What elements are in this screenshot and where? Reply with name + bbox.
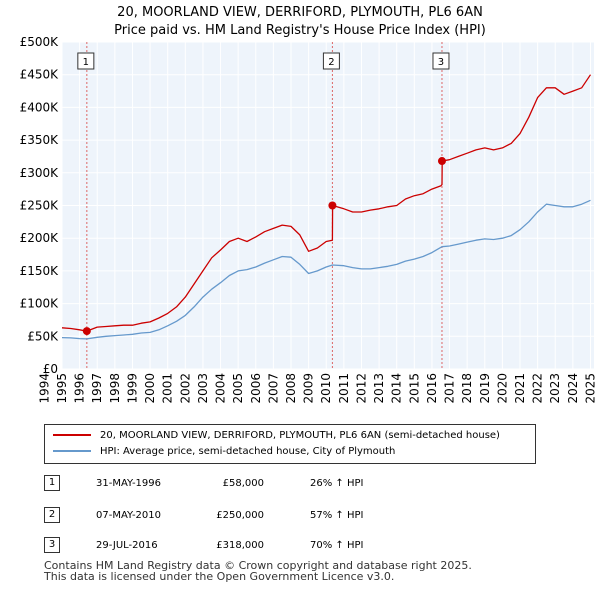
x-tick-label: 2002 bbox=[178, 373, 192, 404]
x-tick-label: 2018 bbox=[460, 373, 474, 404]
sale-label-number: 1 bbox=[83, 57, 89, 68]
legend-swatch-hpi bbox=[53, 450, 91, 452]
y-tick-label: £0 bbox=[43, 362, 58, 376]
y-tick-label: £250K bbox=[20, 199, 60, 213]
sale-date: 31-MAY-1996 bbox=[96, 478, 162, 489]
x-tick-label: 2017 bbox=[443, 373, 457, 404]
legend-label-hpi: HPI: Average price, semi-detached house,… bbox=[100, 446, 396, 457]
x-tick-label: 2007 bbox=[266, 373, 280, 404]
x-tick-label: 2025 bbox=[583, 373, 597, 404]
x-tick-label: 2014 bbox=[390, 373, 404, 404]
sale-price: £318,000 bbox=[216, 540, 264, 551]
y-tick-label: £50K bbox=[27, 329, 59, 343]
legend-entry-price: 20, MOORLAND VIEW, DERRIFORD, PLYMOUTH, … bbox=[53, 428, 500, 444]
y-tick-label: £450K bbox=[20, 68, 60, 82]
x-tick-label: 2005 bbox=[231, 373, 245, 404]
sale-price: £250,000 bbox=[216, 510, 264, 521]
sale-label-number: 3 bbox=[438, 57, 444, 68]
x-tick-label: 2016 bbox=[425, 373, 439, 404]
x-tick-label: 1995 bbox=[55, 373, 69, 404]
x-tick-label: 1996 bbox=[73, 373, 87, 404]
x-tick-label: 2000 bbox=[143, 373, 157, 404]
chart-subtitle: Price paid vs. HM Land Registry's House … bbox=[114, 23, 486, 38]
price-series-line bbox=[61, 74, 592, 332]
sale-label-box bbox=[77, 52, 95, 70]
sale-points bbox=[82, 157, 446, 336]
hpi-series-line bbox=[61, 199, 591, 340]
sale-point bbox=[82, 327, 91, 336]
y-tick-label: £200K bbox=[20, 231, 60, 245]
sale-number-badge: 1 bbox=[44, 475, 60, 491]
sale-label-box bbox=[432, 52, 450, 70]
sale-hpi-change: 70% ↑ HPI bbox=[310, 540, 364, 551]
x-tick-label: 2019 bbox=[478, 373, 492, 404]
x-tick-label: 2013 bbox=[372, 373, 386, 404]
sale-markers: 1 2 3 bbox=[77, 42, 450, 369]
x-tick-label: 2010 bbox=[319, 373, 333, 404]
sale-hpi-change: 26% ↑ HPI bbox=[310, 478, 364, 489]
x-tick-label: 2021 bbox=[513, 373, 527, 404]
sale-date: 07-MAY-2010 bbox=[96, 510, 162, 521]
x-tick-label: 2022 bbox=[531, 373, 545, 404]
x-tick-label: 2008 bbox=[284, 373, 298, 404]
x-tick-label: 2023 bbox=[548, 373, 562, 404]
x-tick-label: 2001 bbox=[161, 373, 175, 404]
sale-price: £58,000 bbox=[222, 478, 264, 489]
x-tick-label: 2011 bbox=[337, 373, 351, 404]
sale-hpi-change: 57% ↑ HPI bbox=[310, 510, 364, 521]
x-tick-label: 2003 bbox=[196, 373, 210, 404]
x-tick-label: 2024 bbox=[566, 373, 580, 404]
footer-line-1: Contains HM Land Registry data © Crown c… bbox=[44, 559, 472, 572]
grid bbox=[61, 41, 594, 370]
legend: 20, MOORLAND VIEW, DERRIFORD, PLYMOUTH, … bbox=[44, 424, 536, 464]
sale-number-badge: 2 bbox=[44, 507, 60, 523]
footer-line-2: This data is licensed under the Open Gov… bbox=[44, 570, 395, 583]
sale-date: 29-JUL-2016 bbox=[96, 540, 158, 551]
y-tick-label: £150K bbox=[20, 264, 60, 278]
sale-point bbox=[328, 201, 337, 210]
legend-entry-hpi: HPI: Average price, semi-detached house,… bbox=[53, 444, 395, 460]
legend-label-price: 20, MOORLAND VIEW, DERRIFORD, PLYMOUTH, … bbox=[100, 430, 500, 441]
x-tick-label: 2006 bbox=[249, 373, 263, 404]
y-axis-ticks: £0 £50K £100K £150K £200K £250K £300K £350K £400… bbox=[20, 35, 60, 376]
x-tick-label: 2009 bbox=[302, 373, 316, 404]
chart: 20, MOORLAND VIEW, DERRIFORD, PLYMOUTH, … bbox=[20, 5, 598, 404]
x-axis-ticks: 1994 1995 1996 1997 1998 1999 2000 2001 2002 2003… bbox=[37, 373, 597, 404]
y-tick-label: £100K bbox=[20, 297, 60, 311]
sale-number-badge: 3 bbox=[44, 537, 60, 553]
sale-label-box bbox=[322, 52, 340, 70]
x-tick-label: 1999 bbox=[125, 373, 139, 404]
x-tick-label: 2020 bbox=[495, 373, 509, 404]
y-tick-label: £400K bbox=[20, 100, 60, 114]
x-tick-label: 2015 bbox=[407, 373, 421, 404]
chart-title: 20, MOORLAND VIEW, DERRIFORD, PLYMOUTH, … bbox=[117, 5, 483, 20]
y-tick-label: £300K bbox=[20, 166, 60, 180]
series bbox=[61, 74, 592, 340]
x-tick-label: 1994 bbox=[37, 373, 51, 404]
sale-label-number: 2 bbox=[328, 57, 334, 68]
legend-swatch-price bbox=[53, 434, 91, 436]
x-tick-label: 2012 bbox=[354, 373, 368, 404]
y-tick-label: £500K bbox=[20, 35, 60, 49]
footer-attribution: Contains HM Land Registry data © Crown c… bbox=[44, 560, 472, 582]
x-tick-label: 2004 bbox=[214, 373, 228, 404]
x-tick-label: 1998 bbox=[108, 373, 122, 404]
x-tick-label: 1997 bbox=[90, 373, 104, 404]
sale-point bbox=[437, 157, 446, 166]
y-tick-label: £350K bbox=[20, 133, 60, 147]
